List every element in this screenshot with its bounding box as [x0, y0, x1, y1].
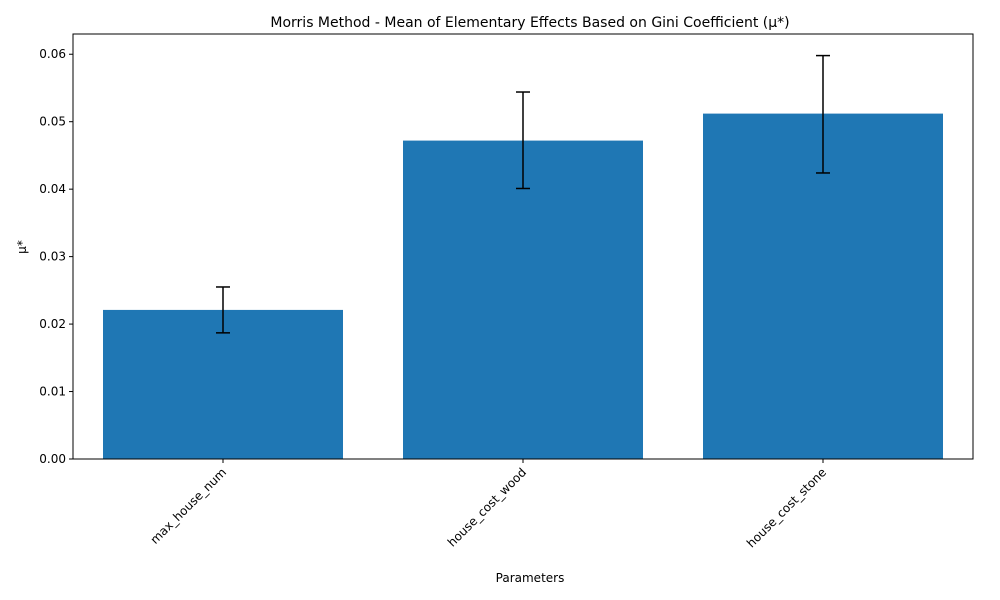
- bar-max_house_num: [103, 309, 343, 459]
- y-tick-label: 0.05: [39, 115, 66, 129]
- y-tick-label: 0.03: [39, 250, 66, 264]
- error-bar-house_cost_wood: [516, 91, 530, 190]
- error-bar-max_house_num: [216, 286, 230, 334]
- y-tick-label: 0.04: [39, 182, 66, 196]
- x-tick-label: house_cost_stone: [744, 465, 829, 550]
- y-axis: 0.00 0.01 0.02 0.03 0.04 0.05 0.06: [39, 47, 73, 466]
- y-axis-label: μ*: [15, 240, 29, 254]
- y-tick-label: 0.01: [39, 385, 66, 399]
- error-bars-group: [216, 54, 830, 334]
- x-tick-label: house_cost_wood: [445, 465, 529, 549]
- x-axis: max_house_num house_cost_wood house_cost_s…: [148, 459, 829, 550]
- bar-house_cost_wood: [403, 140, 643, 460]
- y-tick-label: 0.02: [39, 317, 66, 331]
- x-axis-label: Parameters: [496, 571, 565, 585]
- y-tick-label: 0.06: [39, 47, 66, 61]
- bars-group: [103, 113, 943, 460]
- chart-title: Morris Method - Mean of Elementary Effec…: [270, 15, 789, 31]
- x-tick-label: max_house_num: [148, 465, 229, 546]
- error-bar-house_cost_stone: [816, 54, 830, 174]
- y-tick-label: 0.00: [39, 452, 66, 466]
